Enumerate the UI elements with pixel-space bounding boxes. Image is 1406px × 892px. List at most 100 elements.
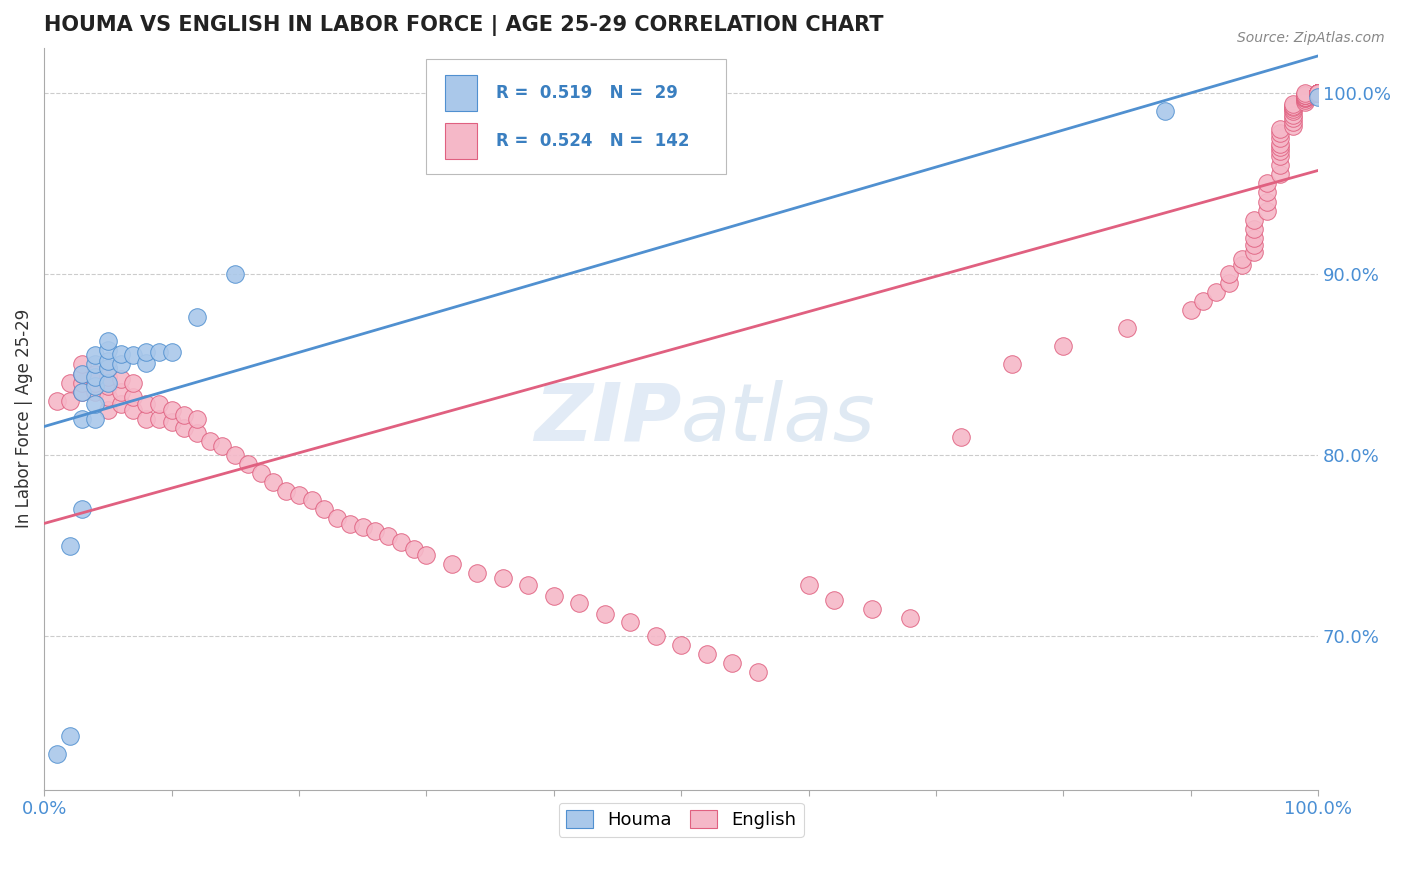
Point <box>97 343 120 357</box>
Point <box>797 578 820 592</box>
Point <box>45 747 67 761</box>
Point <box>84 397 107 411</box>
Point <box>72 376 94 390</box>
Point <box>1294 87 1316 102</box>
Point <box>402 542 425 557</box>
Point <box>186 426 208 441</box>
Point <box>1281 98 1303 112</box>
Point <box>568 597 591 611</box>
Point <box>97 379 120 393</box>
Point <box>1308 86 1330 100</box>
Point <box>72 367 94 381</box>
Point <box>72 358 94 372</box>
Point <box>1308 86 1330 100</box>
Point <box>1230 252 1253 267</box>
Point <box>1281 108 1303 122</box>
Point <box>1243 238 1265 252</box>
Point <box>1294 86 1316 100</box>
Point <box>122 376 145 390</box>
Point <box>1268 136 1291 151</box>
Point <box>58 393 80 408</box>
Point <box>1001 358 1024 372</box>
Point <box>747 665 769 680</box>
Point <box>1154 103 1177 118</box>
Point <box>97 361 120 376</box>
Point <box>1308 86 1330 100</box>
Point <box>440 557 463 571</box>
Point <box>84 348 107 362</box>
Point <box>823 592 845 607</box>
Point <box>1294 87 1316 102</box>
Point <box>1308 86 1330 100</box>
Point <box>110 346 132 360</box>
Point <box>148 344 170 359</box>
Point <box>110 397 132 411</box>
Point <box>1281 100 1303 114</box>
Point <box>301 493 323 508</box>
Point <box>619 615 641 629</box>
Point <box>389 535 412 549</box>
Point <box>135 356 157 370</box>
Point <box>1308 86 1330 100</box>
Point <box>1308 86 1330 100</box>
Point <box>492 571 515 585</box>
Point <box>900 611 922 625</box>
Point <box>1308 86 1330 100</box>
Point <box>1294 93 1316 107</box>
Point <box>1308 86 1330 100</box>
Point <box>1243 245 1265 260</box>
Point <box>1308 86 1330 100</box>
Point <box>721 656 744 670</box>
Point <box>110 384 132 399</box>
Bar <box>446 75 477 111</box>
Point <box>1294 91 1316 105</box>
Point <box>1308 86 1330 100</box>
Point <box>352 520 374 534</box>
Point <box>1308 86 1330 100</box>
Point <box>1230 258 1253 272</box>
Point <box>326 511 349 525</box>
Point <box>58 729 80 743</box>
Point <box>173 408 195 422</box>
Point <box>377 529 399 543</box>
Point <box>364 524 387 538</box>
Point <box>1256 177 1278 191</box>
Point <box>1243 221 1265 235</box>
Point <box>1308 86 1330 100</box>
Point <box>1256 203 1278 218</box>
Point <box>644 629 666 643</box>
Point <box>1294 89 1316 103</box>
Point <box>1308 86 1330 100</box>
Text: R =  0.519   N =  29: R = 0.519 N = 29 <box>496 84 678 102</box>
Point <box>84 384 107 399</box>
Point <box>1308 86 1330 100</box>
Point <box>950 430 973 444</box>
Point <box>1243 231 1265 245</box>
Point <box>1268 168 1291 182</box>
Text: Source: ZipAtlas.com: Source: ZipAtlas.com <box>1237 31 1385 45</box>
Point <box>45 393 67 408</box>
Point <box>160 416 183 430</box>
Point <box>1308 86 1330 100</box>
Point <box>1308 89 1330 103</box>
Point <box>860 602 883 616</box>
Point <box>1281 96 1303 111</box>
Point <box>1308 86 1330 100</box>
Point <box>84 358 107 372</box>
Point <box>135 411 157 425</box>
Point <box>97 354 120 368</box>
Point <box>1052 339 1074 353</box>
Point <box>1268 126 1291 140</box>
Point <box>1281 102 1303 116</box>
Point <box>1256 194 1278 209</box>
Point <box>1205 285 1227 299</box>
Point <box>517 578 540 592</box>
Text: ZIP: ZIP <box>534 380 681 458</box>
Point <box>84 376 107 390</box>
Point <box>97 390 120 404</box>
Point <box>72 384 94 399</box>
Point <box>1308 86 1330 100</box>
Point <box>465 566 488 580</box>
Point <box>72 411 94 425</box>
Point <box>1281 115 1303 129</box>
